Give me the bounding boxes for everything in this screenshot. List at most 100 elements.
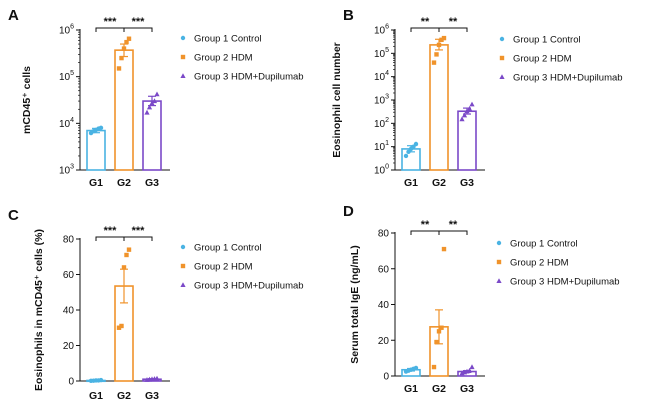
y-tick-label: 100 <box>374 163 389 176</box>
data-point <box>124 252 129 258</box>
panel-letter: B <box>343 7 354 24</box>
data-point <box>119 55 124 61</box>
significance-label: *** <box>132 16 146 28</box>
x-tick-label: G2 <box>432 177 446 189</box>
x-tick-label: G3 <box>145 177 159 189</box>
panel-letter: A <box>8 7 19 24</box>
data-point <box>121 46 127 51</box>
legend-label: Group 2 HDM <box>194 262 253 273</box>
y-tick-label: 103 <box>374 94 389 107</box>
legend-marker <box>496 240 502 246</box>
data-point <box>146 104 153 110</box>
panel-B: B 100 101 102 103 104 105 106 Eosinophil cell nu… <box>331 7 623 189</box>
data-point <box>98 125 104 131</box>
x-tick-label: G1 <box>89 390 103 402</box>
legend-marker <box>180 263 186 269</box>
legend-marker <box>180 244 186 250</box>
legend-label: Group 1 Control <box>194 34 262 45</box>
data-point <box>126 36 132 41</box>
y-tick-label: 106 <box>59 24 74 37</box>
data-point <box>461 112 468 118</box>
legend-marker <box>499 36 505 42</box>
data-point <box>154 91 160 97</box>
y-tick-label: 60 <box>378 264 390 275</box>
legend-marker <box>180 282 186 287</box>
data-point <box>434 52 439 57</box>
data-point <box>413 365 419 371</box>
y-tick-label: 102 <box>374 117 389 130</box>
significance-label: *** <box>104 225 118 237</box>
legend-marker <box>499 55 505 61</box>
legend-label: Group 1 Control <box>194 243 262 254</box>
y-tick-label: 80 <box>378 229 390 240</box>
data-point <box>403 153 409 159</box>
y-tick-label: 60 <box>63 270 75 281</box>
y-axis-label: Serum total IgE (ng/mL) <box>349 245 361 363</box>
y-tick-label: 105 <box>374 47 389 60</box>
y-tick-label: 104 <box>59 117 74 130</box>
data-point <box>149 100 155 106</box>
data-point <box>116 66 122 71</box>
data-point <box>434 339 439 345</box>
significance-bracket <box>410 230 440 235</box>
significance-bracket <box>438 230 468 235</box>
significance-label: ** <box>449 16 458 28</box>
data-point <box>119 323 124 329</box>
data-point <box>436 42 442 48</box>
data-point <box>441 35 447 41</box>
y-tick-label: 0 <box>383 372 389 383</box>
data-point <box>441 246 447 252</box>
x-tick-label: G3 <box>145 390 159 402</box>
x-tick-label: G1 <box>404 383 418 395</box>
y-tick-label: 80 <box>63 235 75 246</box>
data-point <box>126 247 132 252</box>
panel-letter: C <box>8 207 19 224</box>
data-point <box>439 37 444 43</box>
significance-label: ** <box>421 219 430 231</box>
y-tick-label: 20 <box>378 336 390 347</box>
y-tick-label: 40 <box>63 306 75 317</box>
data-point <box>459 116 465 122</box>
data-point <box>436 329 442 334</box>
legend-marker <box>180 54 186 60</box>
significance-bracket <box>95 236 125 241</box>
y-axis-label: Eosinophil cell number <box>331 42 343 158</box>
y-tick-label: 103 <box>59 163 74 176</box>
legend-label: Group 1 Control <box>513 35 581 46</box>
y-axis-label: mCD45⁺ cells <box>21 66 33 134</box>
data-point <box>144 109 150 115</box>
panel-D: D 0 20 40 60 80 Serum total IgE (ng/mL) G1 G2 G3 *… <box>343 203 620 395</box>
legend-label: Group 2 HDM <box>513 54 572 65</box>
legend-label: Group 2 HDM <box>194 53 253 64</box>
x-tick-label: G3 <box>460 177 474 189</box>
significance-label: ** <box>421 16 430 28</box>
legend-marker <box>180 73 186 78</box>
data-point <box>469 101 475 107</box>
bar <box>86 129 106 171</box>
panel-letter: D <box>343 203 354 220</box>
legend-label: Group 3 HDM+Dupilumab <box>513 73 623 84</box>
legend-marker <box>499 74 505 79</box>
legend-marker <box>180 35 186 41</box>
x-tick-label: G2 <box>117 177 131 189</box>
data-point <box>151 98 158 104</box>
x-tick-label: G2 <box>432 383 446 395</box>
data-point <box>439 325 444 330</box>
y-tick-label: 106 <box>374 24 389 37</box>
data-point <box>406 149 411 155</box>
y-tick-label: 40 <box>378 300 390 311</box>
data-point <box>124 39 129 45</box>
legend-label: Group 3 HDM+Dupilumab <box>194 281 304 292</box>
data-point <box>466 105 473 111</box>
significance-bracket <box>123 236 153 241</box>
significance-bracket <box>123 27 153 32</box>
data-point <box>431 60 437 65</box>
y-tick-label: 105 <box>59 70 74 83</box>
x-tick-label: G3 <box>460 383 474 395</box>
significance-label: ** <box>449 219 458 231</box>
significance-bracket <box>438 27 468 32</box>
data-point <box>116 325 122 330</box>
data-point <box>466 367 473 373</box>
data-point <box>121 265 127 270</box>
